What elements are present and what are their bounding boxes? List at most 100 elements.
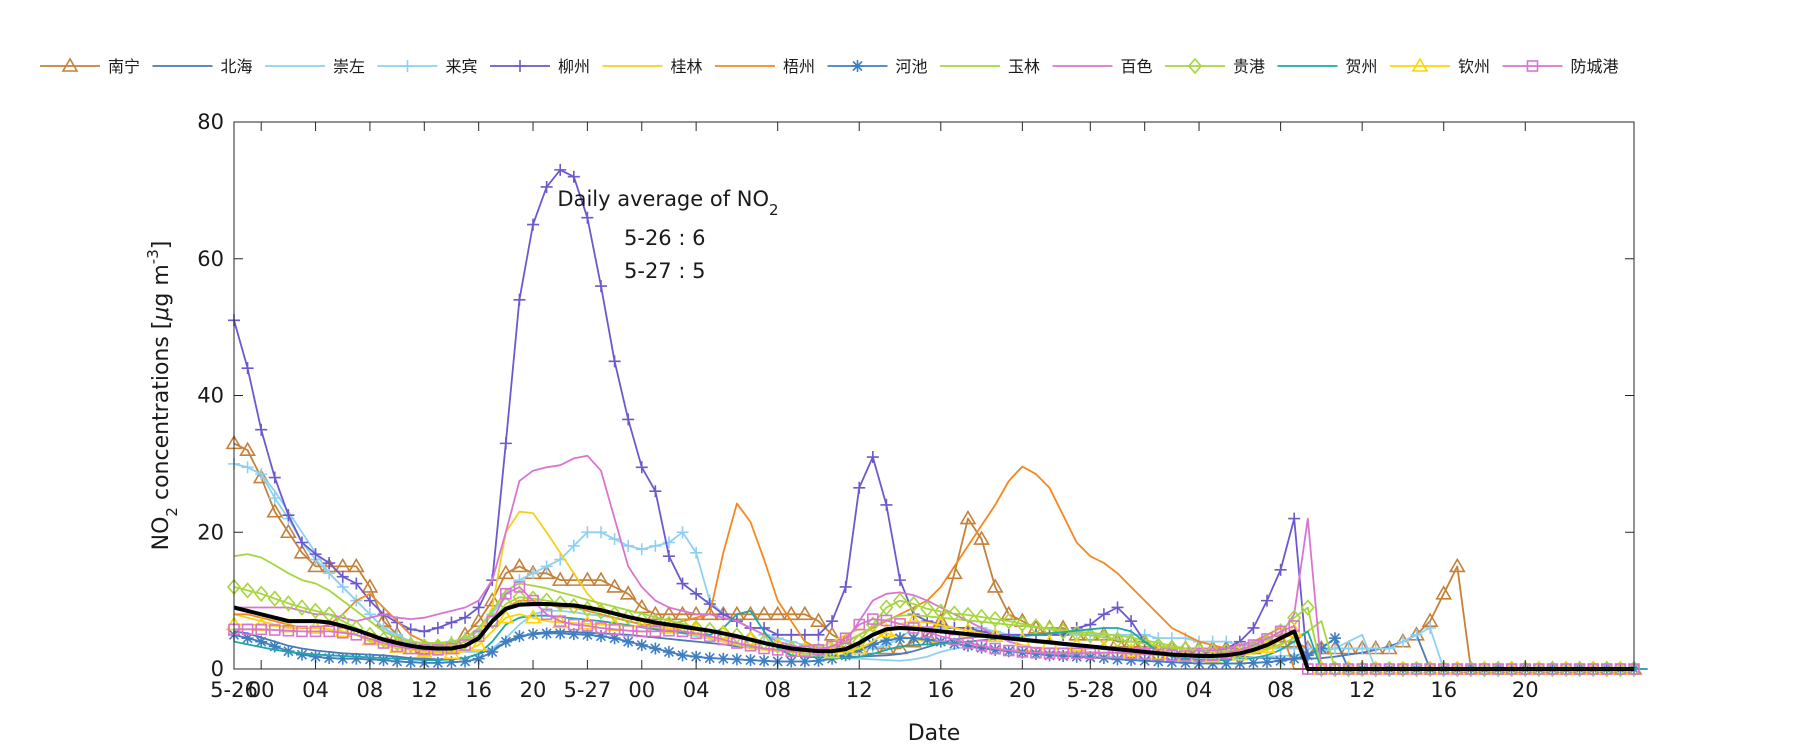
legend-marker: [851, 60, 864, 72]
data-point: [1084, 651, 1097, 664]
data-point: [703, 598, 716, 611]
data-point: [1504, 660, 1519, 678]
daily-average-annotation: Daily average of NO2 5-26 : 6 5-27 : 5: [557, 187, 778, 283]
data-point: [1125, 647, 1137, 660]
data-point: [268, 471, 281, 484]
data-point: [579, 571, 596, 586]
legend-item: 柳州: [490, 57, 590, 76]
y-tick-label: 60: [197, 247, 224, 271]
x-tick-label: 00: [248, 678, 275, 702]
data-point: [497, 564, 515, 580]
data-point: [975, 639, 988, 652]
data-point: [1111, 601, 1124, 614]
data-point: [527, 628, 540, 641]
data-point: [309, 625, 322, 638]
data-point: [554, 615, 567, 627]
data-point: [554, 627, 567, 640]
data-point: [513, 581, 526, 593]
data-point: [595, 622, 607, 634]
legend-label: 贺州: [1346, 57, 1378, 76]
data-point: [282, 509, 295, 522]
data-point: [1368, 660, 1383, 678]
legend-label: 贵港: [1233, 57, 1265, 76]
data-point: [905, 612, 923, 627]
data-point: [1000, 605, 1018, 621]
data-point: [1599, 660, 1614, 678]
data-point: [293, 544, 311, 559]
data-point: [294, 599, 310, 616]
data-point: [1015, 615, 1030, 633]
data-point: [622, 635, 635, 648]
data-point: [1518, 660, 1533, 678]
data-point: [961, 639, 974, 652]
legend-label: 桂林: [671, 57, 703, 76]
data-point: [377, 654, 390, 667]
data-point: [513, 630, 526, 643]
data-point: [690, 546, 703, 559]
data-point: [850, 639, 868, 655]
legend-label: 百色: [1121, 57, 1153, 76]
data-point: [649, 642, 662, 655]
data-point: [826, 615, 839, 628]
legend-label: 防城港: [1571, 57, 1619, 76]
data-point: [755, 605, 773, 621]
data-point: [540, 180, 553, 193]
x-tick-label: 16: [927, 678, 954, 702]
data-point: [267, 590, 282, 607]
data-point: [866, 451, 879, 464]
data-point: [1572, 660, 1587, 678]
data-point: [676, 526, 689, 539]
legend-item: 河池: [827, 57, 928, 76]
data-point: [241, 623, 254, 636]
data-point: [879, 599, 894, 616]
y-title-end: ]: [149, 241, 174, 250]
data-point: [1423, 660, 1438, 678]
data-point: [1328, 632, 1341, 645]
data-point: [701, 605, 719, 621]
data-point: [472, 652, 485, 665]
data-point: [608, 533, 621, 546]
data-point: [241, 632, 254, 645]
data-point: [445, 616, 458, 629]
data-point: [1097, 608, 1110, 621]
data-point: [649, 625, 662, 638]
data-point: [567, 539, 580, 552]
data-point: [853, 618, 866, 631]
data-point: [594, 280, 607, 293]
legend-item: 桂林: [602, 57, 703, 76]
data-point: [415, 643, 433, 658]
y-title-mu: μ: [149, 307, 174, 322]
data-point: [1288, 652, 1301, 665]
data-point: [1369, 642, 1382, 655]
legend-label: 河池: [896, 57, 928, 76]
data-point: [554, 163, 567, 176]
legend: 南宁 北海 崇左 来宾 柳州 桂林 梧州 河池 玉林 百色 贵港 贺州 钦州 防城港: [40, 57, 1619, 76]
data-point: [1246, 638, 1261, 656]
data-point: [1355, 660, 1370, 678]
data-point: [540, 627, 553, 640]
series-南宁: [225, 434, 1643, 675]
data-point: [1016, 646, 1029, 658]
x-tick-label: 20: [1009, 678, 1036, 702]
data-point: [1205, 642, 1220, 660]
data-point: [1002, 644, 1015, 657]
data-point: [921, 633, 934, 646]
data-point: [1111, 653, 1124, 666]
data-point: [823, 626, 841, 641]
data-point: [758, 654, 771, 667]
data-point: [1341, 660, 1356, 678]
legend-item: 玉林: [940, 57, 1040, 76]
x-tick-label: 5-27: [564, 678, 612, 702]
data-point: [988, 610, 1003, 628]
data-point: [266, 503, 284, 518]
data-point: [1531, 660, 1546, 678]
data-point: [1424, 621, 1437, 634]
annotation-title-sub: 2: [769, 201, 779, 219]
data-point: [443, 644, 460, 660]
data-point: [1043, 649, 1056, 662]
legend-label: 崇左: [333, 57, 365, 76]
legend-label: 梧州: [783, 57, 815, 76]
data-point: [527, 218, 540, 231]
data-point: [989, 642, 1001, 655]
data-point: [662, 536, 675, 549]
